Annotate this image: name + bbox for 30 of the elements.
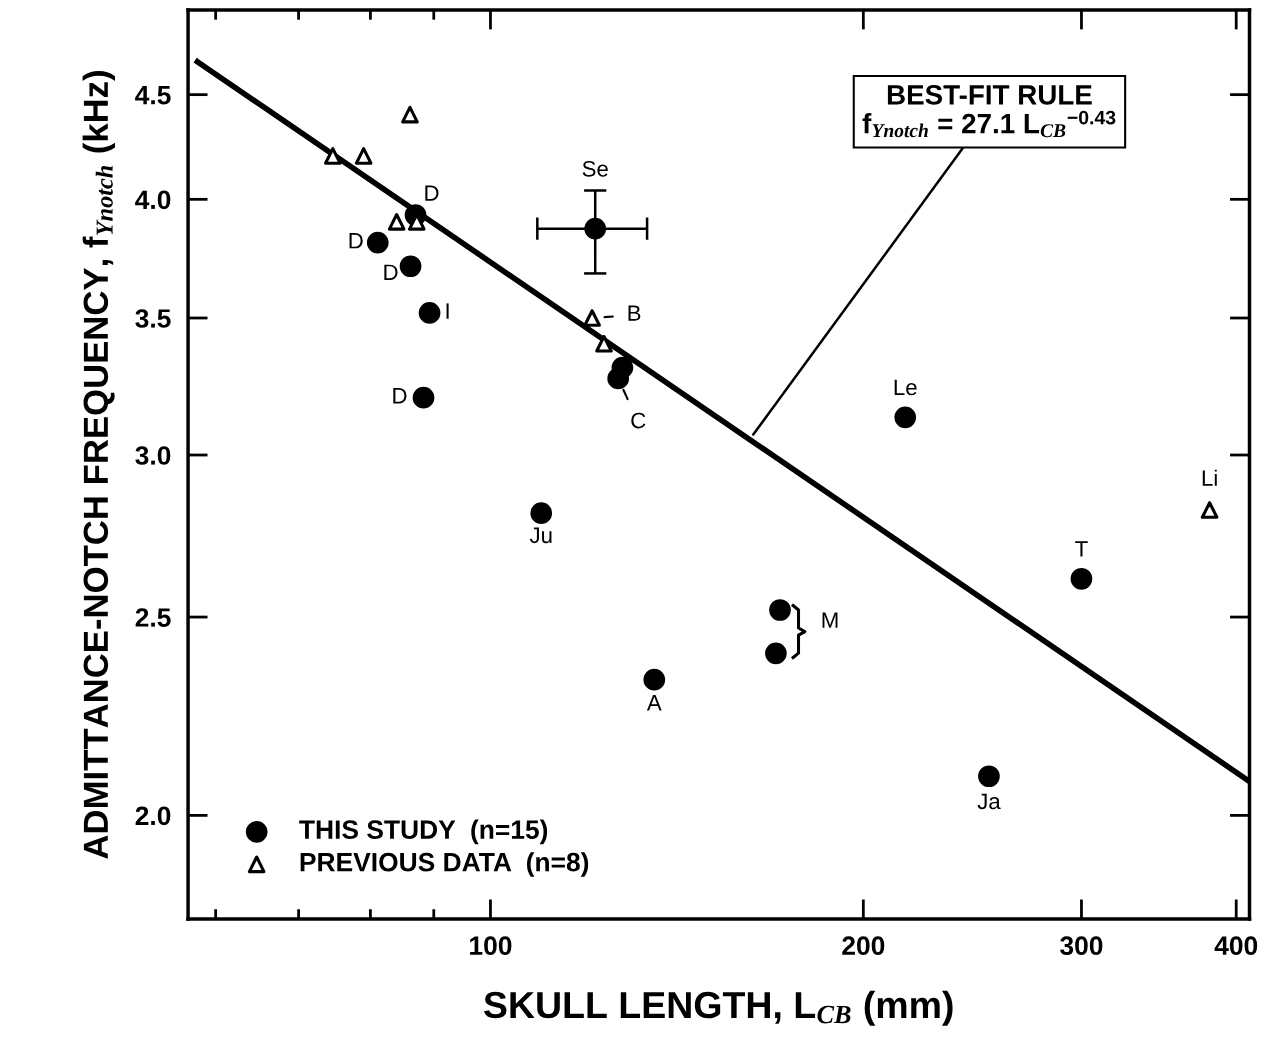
x-axis-title: SKULL LENGTH, L$_{CB}$ (mm) [483,990,953,1026]
x-tick-label: 200 [842,936,885,956]
annotation: I [446,303,449,319]
y-axis-title: ADMITTANCE-NOTCH FREQUENCY, f$_{Ynotch}$ (kHz) [82,71,115,859]
legend-label: THIS STUDY (n=15) [299,819,548,845]
annotation: T [1075,541,1088,557]
annotation: A [646,695,662,711]
annotation: D [393,388,407,404]
y-tick-label: 4.5 [135,86,171,105]
annotation: Ja [977,793,1001,810]
annotation: Le [894,379,917,396]
y-tick-label: 4.0 [135,190,171,210]
annotation: M [822,612,838,628]
y-tick-label: 3.5 [135,309,171,328]
annotation: D [384,264,398,280]
annotation: C [631,412,646,429]
annotation: Li [1202,469,1217,486]
annotation: D [425,185,439,201]
annotation: B [628,305,641,321]
y-tick-label: 3.0 [135,446,171,465]
x-tick-label: 100 [470,936,512,956]
annotation: Se [582,160,608,177]
x-tick-label: 300 [1060,936,1103,956]
annotation: D [349,233,363,249]
y-tick-label: 2.0 [135,806,171,826]
legend-label: PREVIOUS DATA (n=8) [300,852,589,877]
annotation: Ju [529,527,552,544]
y-tick-label: 2.5 [135,608,171,627]
annotation: BEST-FIT RULE f$_{Ynotch}$ = 27.1 L$_{CB}$$^{−0.43}$ [862,85,1116,138]
x-tick-label: 400 [1214,936,1258,956]
